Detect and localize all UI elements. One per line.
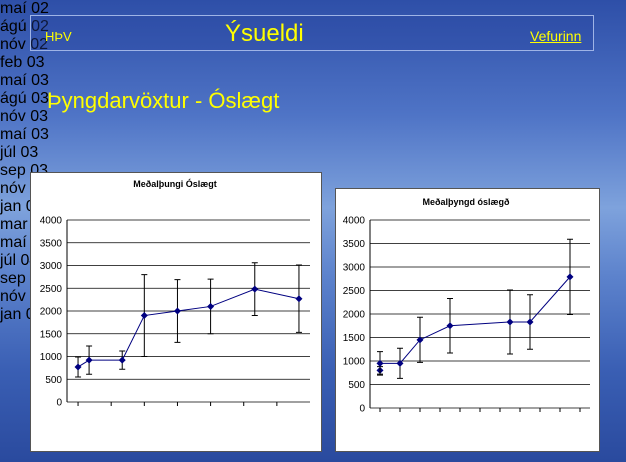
y-tick-label: 4000 (40, 216, 63, 227)
y-tick-label: 0 (56, 398, 62, 409)
marker (140, 312, 148, 320)
y-tick-label: 4000 (343, 216, 366, 227)
y-tick-label: 2500 (343, 286, 366, 297)
marker (85, 356, 93, 364)
x-tick-label: maí 03 (0, 126, 49, 143)
x-tick-label: ágú 02 (0, 18, 49, 35)
y-tick-label: 1000 (40, 352, 63, 363)
marker (396, 359, 404, 367)
y-tick-label: 0 (359, 404, 365, 415)
marker (207, 302, 215, 310)
data-line (77, 288, 300, 368)
marker (173, 307, 181, 315)
y-tick-label: 500 (348, 380, 365, 391)
x-tick-label: júl 03 (0, 144, 39, 161)
marker (566, 273, 574, 281)
y-tick-label: 1000 (343, 357, 366, 368)
x-tick-label: maí 02 (0, 0, 49, 17)
header-title: Ýsueldi (225, 20, 304, 47)
x-tick-label: feb 03 (0, 54, 45, 71)
y-tick-label: 3500 (343, 239, 366, 250)
header-bar (30, 15, 594, 51)
chart-title: Meðalþungi Óslægt (133, 178, 217, 189)
header-left: HÞV (45, 29, 72, 44)
marker (446, 322, 454, 330)
data-line (379, 276, 571, 371)
marker (295, 295, 303, 303)
marker (416, 336, 424, 344)
y-tick-label: 1500 (40, 329, 63, 340)
marker (118, 356, 126, 364)
marker (526, 318, 534, 326)
x-tick-label: maí 03 (0, 72, 49, 89)
x-tick-label: ágú 03 (0, 90, 49, 107)
y-tick-label: 3000 (40, 261, 63, 272)
x-tick-label: nóv 03 (0, 108, 49, 125)
marker (506, 318, 514, 326)
y-tick-label: 3500 (40, 238, 63, 249)
y-tick-label: 2000 (343, 310, 366, 321)
subtitle: Þyngdarvöxtur - Óslægt (47, 88, 280, 113)
marker (251, 285, 259, 293)
y-tick-label: 2000 (40, 307, 63, 318)
y-tick-label: 3000 (343, 263, 366, 274)
y-tick-label: 500 (45, 375, 62, 386)
y-tick-label: 1500 (343, 333, 366, 344)
chart-title: Meðalþyngd óslægð (422, 197, 510, 207)
marker (376, 359, 384, 367)
y-tick-label: 2500 (40, 284, 63, 295)
x-tick-label: nóv 02 (0, 36, 49, 53)
x-tick-label: júl 04 (0, 252, 39, 269)
marker (74, 363, 82, 371)
header-link[interactable]: Vefurinn (530, 28, 582, 44)
